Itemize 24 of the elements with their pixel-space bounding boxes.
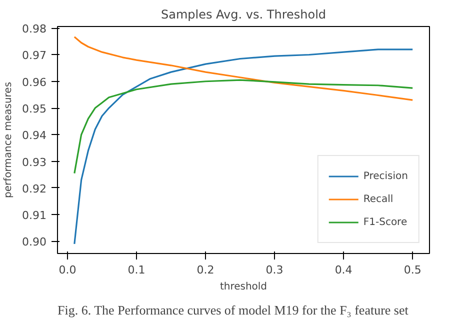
y-tick-label: 0.93 xyxy=(22,156,47,169)
legend-label: Precision xyxy=(363,170,408,182)
x-axis-title: threshold xyxy=(220,282,268,292)
y-tick-label: 0.92 xyxy=(22,182,47,196)
line-series xyxy=(74,48,414,245)
x-tick-label: 0.0 xyxy=(58,264,76,276)
y-axis-title: performance measures xyxy=(3,82,14,198)
y-tick-label: 0.97 xyxy=(22,49,47,62)
y-tick-label: 0.90 xyxy=(22,236,47,249)
y-tick-label: 0.98 xyxy=(22,22,47,36)
y-tick-label: 0.95 xyxy=(22,102,47,116)
y-tick-label: 0.96 xyxy=(22,76,47,89)
legend-label: F1-Score xyxy=(363,216,408,228)
x-tick-label: 0.2 xyxy=(196,264,214,276)
caption: Fig. 6. The Performance curves of model M19 for the F₃ feature set xyxy=(58,302,409,318)
x-tick-label: 0.5 xyxy=(404,264,422,276)
x-tick-label: 0.3 xyxy=(266,264,284,276)
line-series xyxy=(74,36,414,101)
x-tick-label: 0.4 xyxy=(334,264,352,276)
y-tick-label: 0.91 xyxy=(22,209,47,222)
chart-title: Samples Avg. vs. Threshold xyxy=(160,8,326,22)
y-tick-label: 0.94 xyxy=(22,129,47,142)
legend-label: Recall xyxy=(363,194,394,204)
x-tick-label: 0.1 xyxy=(128,264,146,276)
